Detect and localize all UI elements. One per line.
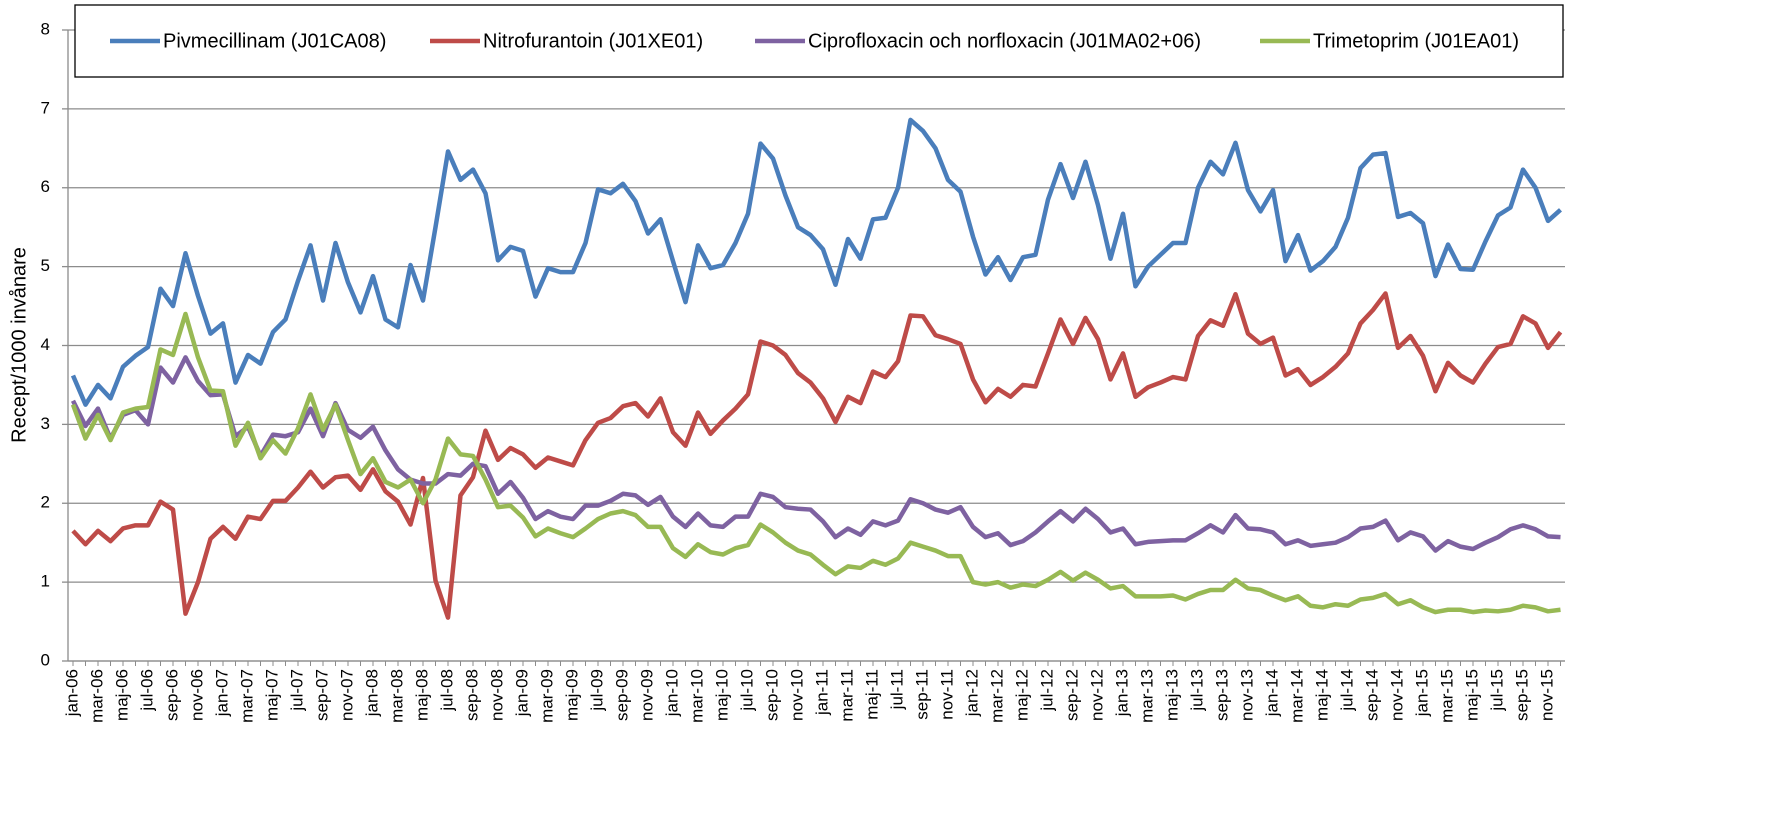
x-tick-label: jul-11: [887, 669, 906, 710]
y-tick-label: 2: [41, 493, 50, 512]
x-tick-label: mar-07: [237, 669, 256, 723]
x-tick-label: sep-12: [1062, 669, 1081, 721]
x-tick-label: nov-11: [937, 669, 956, 720]
x-tick-label: maj-07: [262, 669, 281, 721]
x-tick-label: jul-08: [437, 669, 456, 712]
x-tick-label: sep-13: [1212, 669, 1231, 721]
y-tick-label: 6: [41, 177, 50, 196]
x-tick-label: nov-13: [1237, 669, 1256, 721]
x-tick-label: jan-14: [1262, 669, 1281, 717]
x-tick-label: maj-13: [1162, 669, 1181, 721]
y-tick-label: 1: [41, 572, 50, 591]
x-tick-label: jan-08: [362, 669, 381, 717]
legend-label: Nitrofurantoin (J01XE01): [483, 30, 703, 52]
x-tick-label: mar-11: [837, 669, 856, 722]
x-tick-label: nov-06: [187, 669, 206, 721]
x-tick-label: nov-12: [1087, 669, 1106, 721]
x-tick-label: nov-14: [1387, 669, 1406, 721]
x-tick-label: sep-15: [1512, 669, 1531, 721]
x-tick-label: mar-09: [537, 669, 556, 723]
x-tick-label: nov-10: [787, 669, 806, 721]
y-tick-label: 7: [41, 98, 50, 117]
x-tick-label: jul-07: [287, 669, 306, 712]
x-tick-label: jan-10: [662, 669, 681, 717]
x-tick-label: jul-14: [1337, 669, 1356, 712]
legend-label: Pivmecillinam (J01CA08): [163, 30, 386, 52]
x-tick-label: jul-13: [1187, 669, 1206, 712]
y-tick-label: 4: [41, 335, 50, 354]
series-line: [70, 355, 1561, 553]
x-tick-label: jul-12: [1037, 669, 1056, 712]
series-line: [70, 311, 1561, 615]
y-tick-label: 8: [41, 19, 50, 38]
x-tick-label: jul-06: [137, 669, 156, 712]
x-tick-label: maj-09: [562, 669, 581, 721]
x-tick-label: sep-09: [612, 669, 631, 721]
x-tick-label: jul-10: [737, 669, 756, 712]
x-tick-label: mar-14: [1287, 669, 1306, 723]
y-tick-label: 3: [41, 414, 50, 433]
x-tick-label: maj-08: [412, 669, 431, 721]
x-tick-label: jan-11: [812, 669, 831, 716]
x-tick-label: jan-12: [962, 669, 981, 717]
x-tick-label: nov-09: [637, 669, 656, 721]
series-line: [71, 291, 1563, 620]
legend-label: Ciprofloxacin och norfloxacin (J01MA02+0…: [808, 30, 1201, 52]
x-tick-label: maj-14: [1312, 669, 1331, 721]
x-tick-label: jan-09: [512, 669, 531, 717]
y-tick-label: 5: [41, 256, 50, 275]
x-tick-label: sep-11: [912, 669, 931, 720]
x-tick-label: mar-10: [687, 669, 706, 723]
x-tick-label: jan-07: [212, 669, 231, 717]
x-tick-label: sep-06: [162, 669, 181, 721]
y-tick-label: 0: [41, 650, 50, 669]
x-tick-label: sep-14: [1362, 669, 1381, 721]
x-tick-label: maj-12: [1012, 669, 1031, 721]
x-tick-label: jan-06: [62, 669, 81, 717]
x-tick-label: nov-08: [487, 669, 506, 721]
x-tick-label: mar-06: [87, 669, 106, 723]
x-tick-label: sep-10: [762, 669, 781, 721]
x-tick-label: jan-15: [1412, 669, 1431, 717]
x-tick-label: maj-15: [1462, 669, 1481, 721]
series-line: [70, 117, 1562, 407]
x-tick-label: maj-11: [862, 669, 881, 720]
x-tick-label: jul-15: [1487, 669, 1506, 712]
x-tick-label: nov-07: [337, 669, 356, 721]
y-axis-title: Recept/1000 invånare: [8, 247, 30, 443]
legend-label: Trimetoprim (J01EA01): [1313, 30, 1519, 52]
x-tick-label: mar-12: [987, 669, 1006, 723]
x-tick-label: sep-08: [462, 669, 481, 721]
x-tick-label: nov-15: [1537, 669, 1556, 721]
x-tick-label: mar-08: [387, 669, 406, 723]
x-tick-label: maj-10: [712, 669, 731, 721]
x-tick-label: maj-06: [112, 669, 131, 721]
legend-box: [74, 4, 1564, 78]
x-tick-label: jan-13: [1112, 669, 1131, 717]
x-tick-label: sep-07: [312, 669, 331, 721]
x-tick-label: mar-15: [1437, 669, 1456, 723]
x-tick-label: mar-13: [1137, 669, 1156, 723]
x-tick-label: jul-09: [587, 669, 606, 712]
